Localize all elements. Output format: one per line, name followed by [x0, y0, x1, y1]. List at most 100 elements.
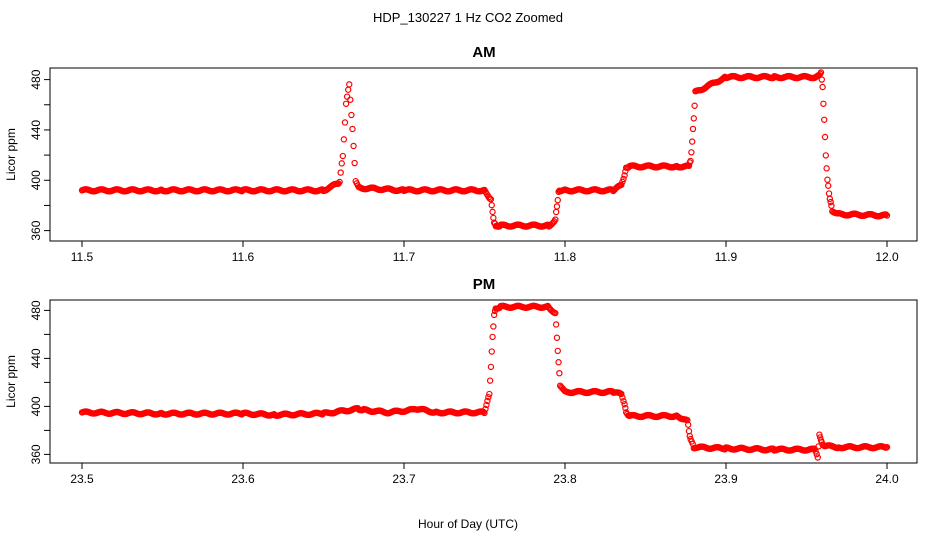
am-data-point-453: [552, 216, 559, 223]
am-data-point-520: [620, 175, 627, 183]
am-chart: AM 11.5 11.6 11.7 11.8 11.9 12.0 360 400 440 480…: [4, 44, 918, 264]
pm-x-tick-label-4: 23.9: [714, 472, 738, 486]
am-data-point-724: [828, 202, 835, 209]
am-data-point-716: [821, 133, 829, 141]
pm-data-point-393: [488, 348, 495, 355]
am-data-point-252: [342, 100, 350, 107]
pm-x-tick-label-2: 23.7: [392, 472, 416, 486]
pm-data-point-455: [552, 309, 559, 317]
am-y-tick-label-1: 400: [29, 170, 43, 190]
pm-x-tick-label-1: 23.6: [231, 472, 255, 486]
pm-x-tick-label-0: 23.5: [70, 472, 94, 486]
pm-data-point-392: [487, 363, 495, 371]
am-data-point-249: [339, 152, 347, 160]
am-x-tick-label-5: 12.0: [875, 250, 899, 264]
am-data-point-257: [348, 111, 355, 119]
am-data-point-777: [883, 212, 891, 219]
pm-data-point-459: [555, 359, 562, 366]
am-data-point-250: [340, 136, 348, 143]
pm-data-point-456: [552, 321, 560, 328]
pm-y-tick-label-0: 360: [29, 444, 43, 464]
am-data-point-253: [343, 93, 351, 100]
am-data-point-246: [336, 178, 343, 186]
am-data-point-712: [818, 76, 826, 83]
am-data-point-456: [554, 196, 561, 204]
pm-y-tick-label-2: 440: [29, 348, 43, 368]
pm-data-point-521: [619, 394, 626, 401]
pm-chart-title: PM: [473, 276, 496, 293]
am-data-point-588: [689, 125, 697, 133]
am-data-point-255: [346, 81, 353, 88]
am-data-point-392: [489, 208, 496, 216]
pm-data-point-708: [814, 454, 821, 461]
pm-data-points: [78, 302, 891, 461]
am-data-point-519: [619, 178, 626, 186]
am-data-point-518: [618, 181, 625, 189]
pm-data-point-386: [482, 405, 489, 413]
pm-data-point-458: [554, 347, 561, 355]
pm-data-point-390: [486, 390, 493, 398]
am-y-tick-label-2: 440: [29, 120, 43, 140]
am-data-point-587: [688, 138, 696, 145]
pm-chart: PM 23.5 23.6 23.7 23.8 23.9 24.0 360 400 440 480…: [4, 276, 918, 486]
am-data-point-721: [825, 190, 833, 197]
am-data-point-714: [820, 100, 827, 107]
am-data-point-717: [822, 152, 830, 159]
am-data-point-723: [827, 198, 834, 206]
pm-y-tick-label-3: 480: [29, 300, 43, 320]
am-data-point-260: [351, 159, 358, 167]
am-chart-title: AM: [472, 44, 495, 61]
am-x-axis: 11.5 11.6 11.7 11.8 11.9 12.0: [71, 240, 899, 264]
am-y-axis: 360 400 440 480: [29, 69, 51, 241]
figure-title: HDP_130227 1 Hz CO2 Zoomed: [373, 10, 563, 25]
pm-x-axis: 23.5 23.6 23.7 23.8 23.9 24.0: [70, 462, 899, 486]
pm-data-point-584: [684, 421, 692, 428]
pm-y-tick-label-1: 400: [29, 396, 43, 416]
am-data-point-391: [488, 201, 495, 209]
pm-data-point-396: [490, 311, 498, 319]
am-data-point-254: [344, 86, 352, 93]
pm-data-point-385: [481, 409, 488, 417]
pm-data-point-585: [685, 427, 693, 435]
am-data-point-585: [687, 157, 694, 165]
pm-data-point-586: [686, 432, 693, 440]
pm-data-point-391: [486, 377, 494, 384]
pm-y-axis: 360 400 440 480: [29, 300, 51, 464]
am-plot-frame: [49, 67, 918, 242]
am-data-point-259: [350, 142, 357, 150]
am-y-tick-label-3: 480: [29, 69, 43, 89]
pm-data-point-710: [816, 431, 823, 438]
am-y-tick-label-0: 360: [29, 220, 43, 240]
am-x-tick-label-1: 11.6: [232, 250, 255, 264]
pm-x-tick-label-5: 24.0: [875, 472, 899, 486]
am-data-point-715: [821, 116, 828, 123]
am-data-point-256: [347, 96, 354, 103]
am-data-point-586: [688, 149, 695, 156]
am-x-tick-label-2: 11.7: [393, 250, 416, 264]
pm-data-point-520: [618, 390, 625, 398]
pm-data-point-775: [883, 444, 891, 451]
pm-data-point-389: [485, 393, 492, 401]
am-x-tick-label-0: 11.5: [71, 250, 94, 264]
pm-data-point-388: [484, 397, 491, 405]
am-data-point-720: [825, 182, 832, 189]
pm-data-point-457: [553, 334, 561, 341]
pm-data-point-395: [490, 323, 497, 330]
am-data-point-713: [819, 83, 826, 91]
am-data-point-247: [337, 169, 344, 176]
am-data-point-454: [552, 208, 560, 216]
am-data-point-718: [823, 165, 830, 172]
pm-data-point-522: [620, 397, 627, 405]
am-data-point-248: [338, 160, 345, 167]
am-x-tick-label-3: 11.8: [554, 250, 577, 264]
pm-y-axis-label: Licor ppm: [4, 355, 18, 408]
am-data-point-589: [690, 115, 698, 122]
am-data-point-521: [621, 172, 628, 179]
pm-data-point-460: [556, 370, 563, 377]
pm-data-point-394: [489, 333, 496, 341]
pm-x-tick-label-3: 23.8: [553, 472, 577, 486]
pm-data-point-524: [622, 404, 629, 412]
am-data-point-251: [341, 119, 349, 126]
am-data-point-455: [553, 203, 561, 210]
